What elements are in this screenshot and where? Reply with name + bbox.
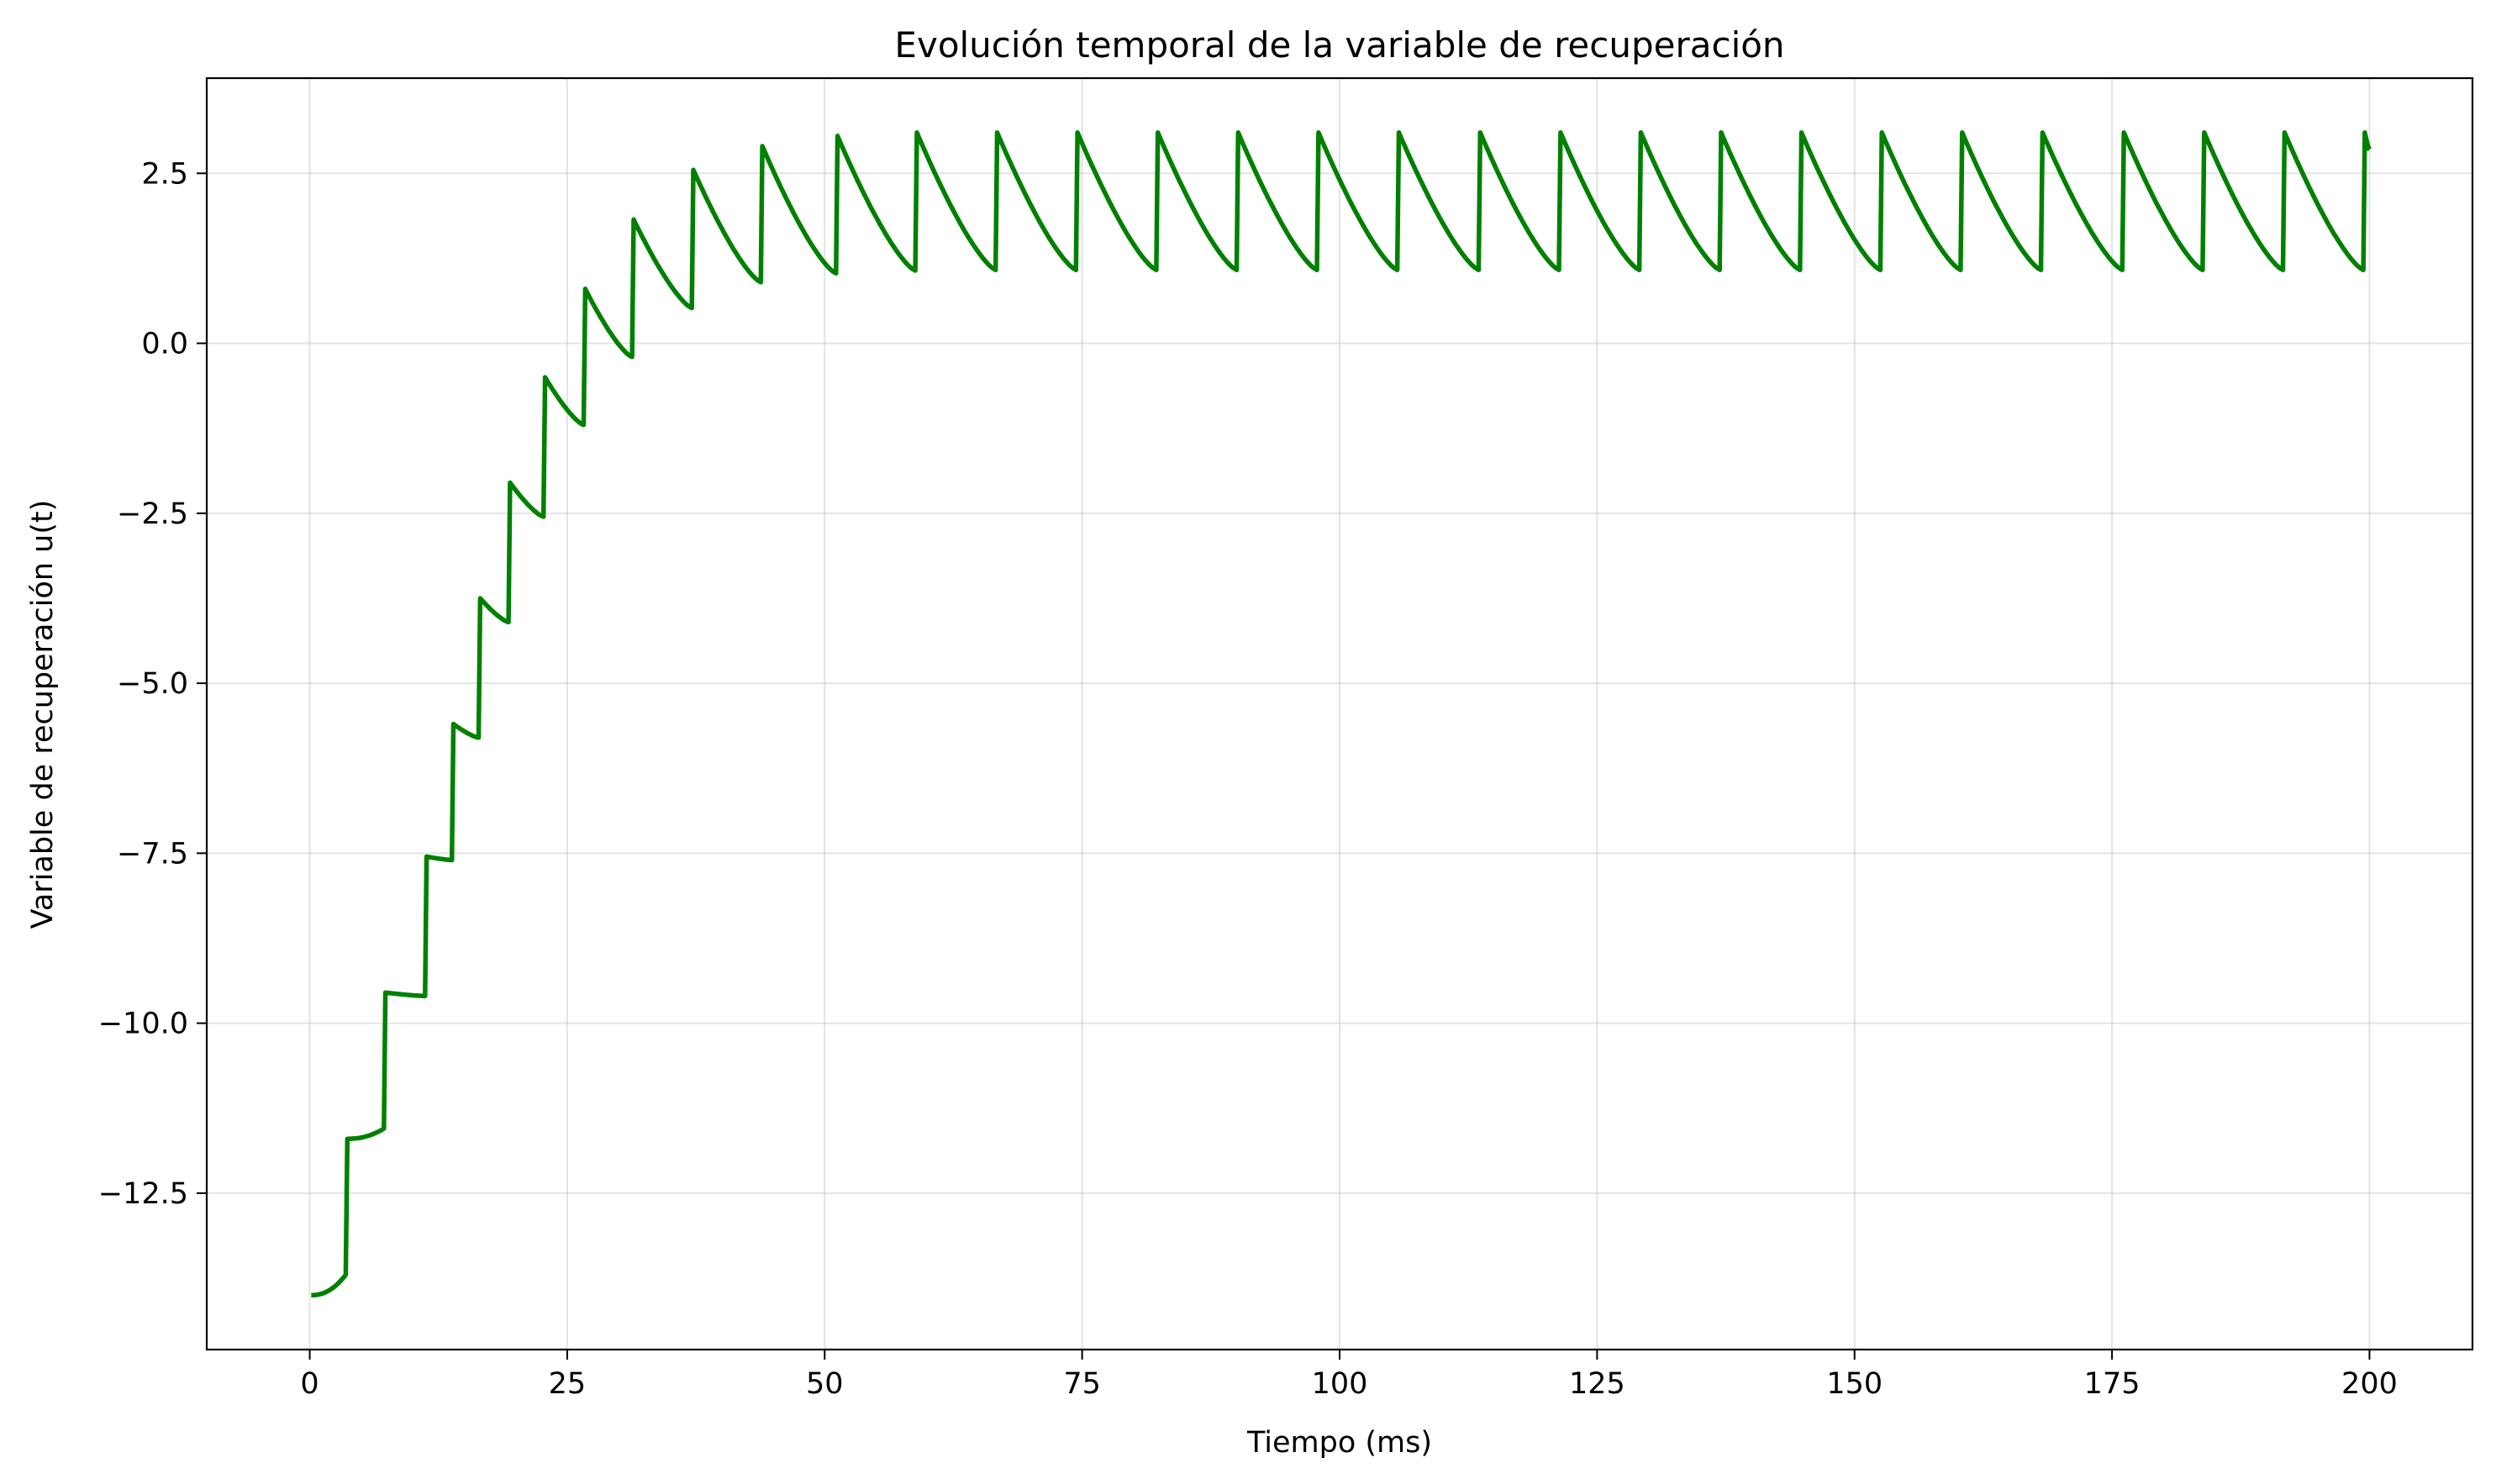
x-tick-label: 175 — [2084, 1367, 2141, 1401]
x-tick-label: 150 — [1826, 1367, 1883, 1401]
x-tick-label: 0 — [300, 1367, 319, 1401]
y-tick-label: −12.5 — [98, 1177, 188, 1211]
x-axis-label: Tiempo (ms) — [1246, 1426, 1432, 1460]
chart-title: Evolución temporal de la variable de rec… — [894, 24, 1784, 66]
x-tick-label: 200 — [2341, 1367, 2398, 1401]
y-tick-label: −10.0 — [98, 1008, 188, 1041]
x-tick-label: 50 — [806, 1367, 844, 1401]
y-tick-label: 0.0 — [141, 328, 188, 361]
series-layer — [310, 129, 2372, 1298]
y-tick-label: −2.5 — [117, 497, 188, 531]
series-line — [310, 129, 2372, 1298]
x-tick-label: 25 — [549, 1367, 587, 1401]
y-axis-label: Variable de recuperación u(t) — [26, 500, 60, 929]
y-tick-label: −7.5 — [117, 837, 188, 871]
x-tick-label: 75 — [1063, 1367, 1101, 1401]
y-tick-label: −5.0 — [117, 667, 188, 701]
y-tick-label: 2.5 — [141, 157, 188, 191]
grid-layer — [207, 78, 2472, 1350]
tick-layer: 0 25 50 75 100 125 150 175 200 2.5 0.0 −2.5 −5.0 −7.5… — [98, 157, 2398, 1401]
x-tick-label: 125 — [1569, 1367, 1625, 1401]
x-tick-label: 100 — [1312, 1367, 1368, 1401]
